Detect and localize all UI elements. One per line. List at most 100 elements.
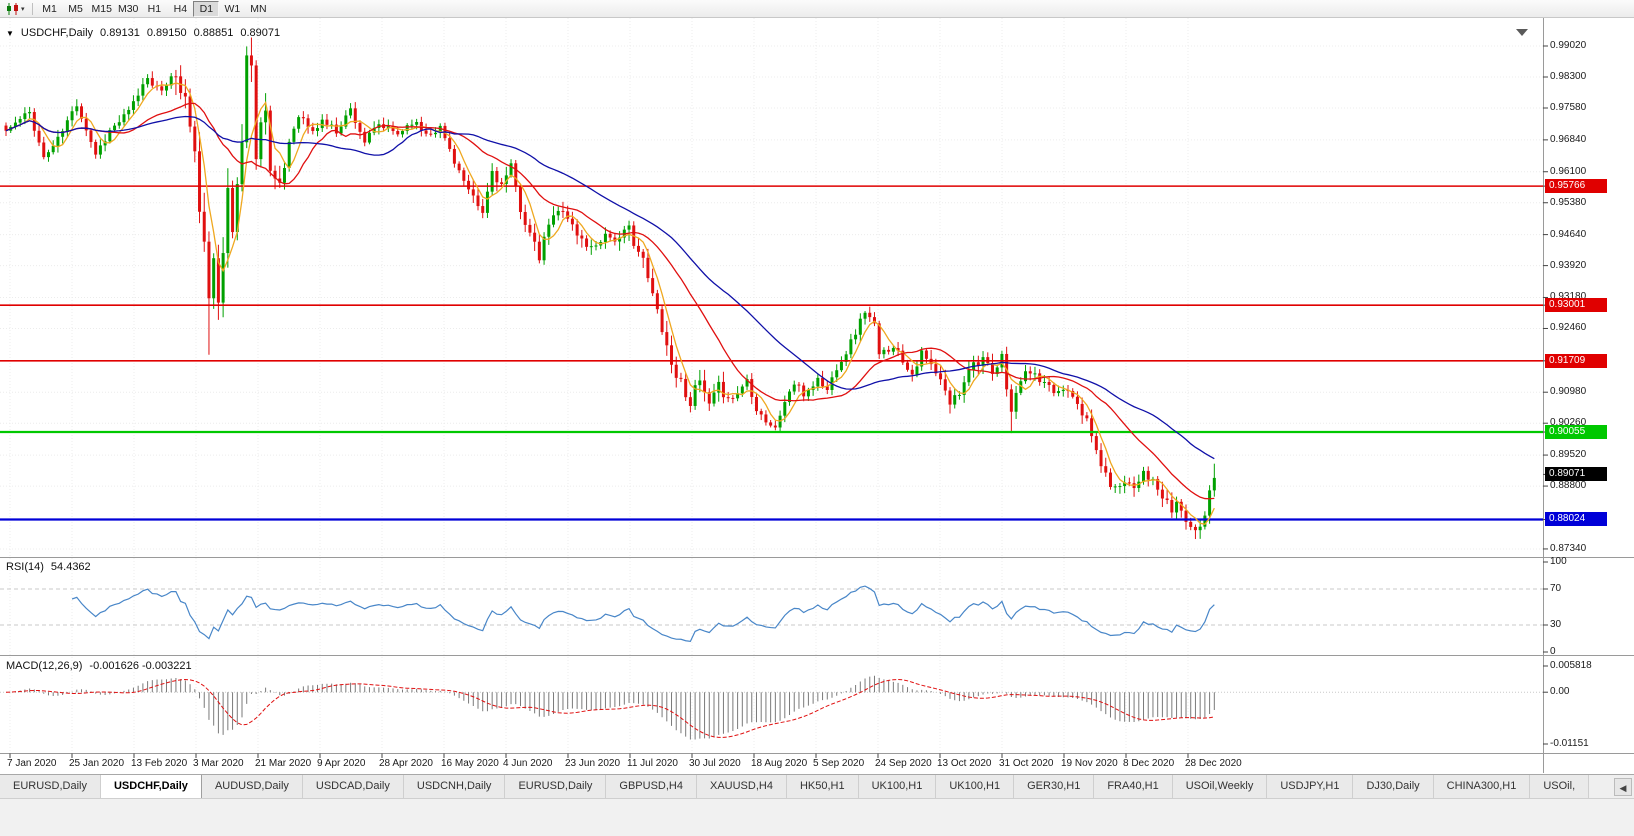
level-price-tag[interactable]: 0.95766 — [1545, 179, 1607, 194]
chart-tab-usdcnh-daily[interactable]: USDCNH,Daily — [403, 775, 506, 798]
date-axis-label: 9 Apr 2020 — [317, 758, 366, 769]
chart-tab-uk100-h1[interactable]: UK100,H1 — [936, 775, 1015, 798]
date-axis-label: 21 Mar 2020 — [255, 758, 312, 769]
timeframe-button-mn[interactable]: MN — [250, 2, 267, 15]
chart-tab-usdcad-daily[interactable]: USDCAD,Daily — [302, 775, 404, 798]
date-axis-label: 13 Feb 2020 — [131, 758, 188, 769]
chart-tab-gbpusd-h4[interactable]: GBPUSD,H4 — [606, 775, 697, 798]
rsi-scale-label: 30 — [1550, 619, 1562, 630]
candlestick-chart-icon — [7, 2, 18, 15]
price-axis-label: 0.90260 — [1550, 417, 1587, 429]
date-axis-label: 19 Nov 2020 — [1061, 758, 1118, 769]
level-price-tag[interactable]: 0.93001 — [1545, 298, 1607, 313]
timeframe-button-w1[interactable]: W1 — [224, 2, 241, 15]
date-axis-label: 7 Jan 2020 — [7, 758, 57, 769]
ohlc-open: 0.89131 — [100, 27, 140, 39]
toolbar-separator — [31, 2, 33, 15]
date-axis-label: 5 Sep 2020 — [813, 758, 865, 769]
macd-scale-label: 0.00 — [1550, 686, 1570, 698]
macd-scale-label: -0.01151 — [1550, 738, 1589, 749]
date-axis-label: 24 Sep 2020 — [875, 758, 932, 769]
timeframe-button-m5[interactable]: M5 — [68, 2, 83, 15]
ohlc-high: 0.89150 — [146, 27, 187, 39]
chart-tab-dj30-daily[interactable]: DJ30,Daily — [1353, 775, 1434, 798]
date-axis-label: 8 Dec 2020 — [1123, 758, 1175, 769]
timeframe-buttons: M1 M5 M15 M30 H1 H4 D1 W1 MN — [37, 0, 272, 17]
chart-tab-usoil-weekly[interactable]: USOil,Weekly — [1172, 775, 1268, 798]
price-axis-label: 0.93920 — [1550, 259, 1587, 271]
price-axis-label: 0.96840 — [1550, 133, 1587, 145]
timeframe-button-h1[interactable]: H1 — [147, 2, 162, 15]
chart-type-button[interactable]: ▾ — [3, 1, 28, 17]
timeframe-button-h4[interactable]: H4 — [173, 2, 188, 15]
chart-tab-xauusd-h4[interactable]: XAUUSD,H4 — [696, 775, 787, 798]
price-axis-label: 0.89520 — [1550, 449, 1587, 461]
date-axis-label: 4 Jun 2020 — [503, 758, 553, 769]
date-axis-label: 23 Jun 2020 — [565, 758, 621, 769]
chart-tab-usdchf-daily[interactable]: USDCHF,Daily — [100, 775, 202, 798]
tab-scroll-left-button[interactable]: ◀ — [1614, 778, 1632, 796]
timeframe-button-m30[interactable]: M30 — [117, 2, 139, 15]
timeframe-button-d1[interactable]: D1 — [193, 0, 220, 17]
bottom-filler — [0, 798, 1634, 836]
timeframe-button-m1[interactable]: M1 — [42, 2, 57, 15]
ohlc-readout: ▼ USDCHF,Daily 0.89131 0.89150 0.88851 0… — [6, 27, 280, 39]
chart-tabs-bar: EURUSD,Daily USDCHF,Daily AUDUSD,Daily USDC… — [0, 774, 1634, 798]
date-axis-label: 25 Jan 2020 — [69, 758, 125, 769]
chart-symbol-label: USDCHF,Daily — [20, 27, 94, 39]
rsi-scale-label: 0 — [1550, 646, 1556, 657]
level-price-tag[interactable]: 0.91709 — [1545, 353, 1607, 368]
price-axis-label: 0.99020 — [1550, 40, 1587, 51]
date-axis-label: 11 Jul 2020 — [627, 758, 678, 769]
price-axis-label: 0.92460 — [1550, 322, 1587, 334]
chart-tab-ger30-h1[interactable]: GER30,H1 — [1014, 775, 1095, 798]
price-axis-label: 0.97580 — [1550, 102, 1587, 113]
price-axis-label: 0.98300 — [1550, 71, 1587, 82]
timeframe-button-m15[interactable]: M15 — [91, 2, 112, 15]
level-price-tag[interactable]: 0.90055 — [1545, 425, 1607, 440]
date-axis-label: 13 Oct 2020 — [937, 758, 992, 769]
chart-shift-marker-icon[interactable] — [1516, 29, 1528, 36]
price-axis-label: 0.90980 — [1550, 386, 1587, 398]
price-axis-label: 0.93180 — [1550, 291, 1587, 303]
macd-indicator-name: MACD(12,26,9) — [6, 660, 83, 672]
ohlc-close: 0.89071 — [240, 27, 281, 39]
chart-tab-china300-h1[interactable]: CHINA300,H1 — [1433, 775, 1531, 798]
date-axis-label: 28 Apr 2020 — [379, 758, 433, 769]
rsi-panel-label: RSI(14) 54.4362 — [6, 561, 91, 573]
collapse-ohlc-icon[interactable]: ▼ — [6, 28, 14, 38]
chart-tab-hk50-h1[interactable]: HK50,H1 — [786, 775, 859, 798]
date-axis-label: 28 Dec 2020 — [1185, 758, 1242, 769]
date-axis-label: 3 Mar 2020 — [193, 758, 244, 769]
chart-tab-uk100-h1[interactable]: UK100,H1 — [858, 775, 937, 798]
rsi-scale-label: 100 — [1550, 556, 1567, 567]
chart-tab-fra40-h1[interactable]: FRA40,H1 — [1094, 775, 1173, 798]
dropdown-caret-icon: ▾ — [21, 5, 25, 13]
rsi-scale-label: 70 — [1550, 583, 1562, 594]
date-axis-label: 30 Jul 2020 — [689, 758, 741, 769]
timeframe-toolbar: ▾ M1 M5 M15 M30 H1 H4 D1 W1 MN — [0, 0, 1634, 18]
ohlc-low: 0.88851 — [193, 27, 234, 39]
chart-tab-usoil[interactable]: USOil, — [1530, 775, 1590, 798]
chart-area[interactable]: ▼ USDCHF,Daily 0.89131 0.89150 0.88851 0… — [0, 18, 1634, 774]
price-axis-label: 0.95380 — [1550, 196, 1587, 208]
chart-tab-audusd-daily[interactable]: AUDUSD,Daily — [201, 775, 303, 798]
price-axis-label: 0.88800 — [1550, 480, 1587, 492]
current-price-tag: 0.89071 — [1545, 467, 1607, 482]
price-axis-label: 0.94640 — [1550, 228, 1587, 240]
macd-scale-label: 0.005818 — [1550, 660, 1592, 671]
rsi-indicator-name: RSI(14) — [6, 561, 44, 573]
macd-indicator-value: -0.001626 -0.003221 — [89, 660, 192, 672]
chart-tab-usdjpy-h1[interactable]: USDJPY,H1 — [1267, 775, 1354, 798]
chart-tab-eurusd-daily[interactable]: EURUSD,Daily — [505, 775, 607, 798]
rsi-indicator-value: 54.4362 — [50, 561, 91, 573]
date-axis-label: 16 May 2020 — [441, 758, 499, 769]
chart-tab-eurusd-daily[interactable]: EURUSD,Daily — [0, 775, 101, 798]
date-axis-label: 31 Oct 2020 — [999, 758, 1054, 769]
chart-canvas[interactable] — [0, 18, 1634, 774]
date-axis-label: 18 Aug 2020 — [751, 758, 808, 769]
level-price-tag[interactable]: 0.88024 — [1545, 512, 1607, 527]
macd-panel-label: MACD(12,26,9) -0.001626 -0.003221 — [6, 660, 192, 672]
price-axis-label: 0.96100 — [1550, 165, 1587, 177]
price-axis-label: 0.87340 — [1550, 542, 1587, 554]
